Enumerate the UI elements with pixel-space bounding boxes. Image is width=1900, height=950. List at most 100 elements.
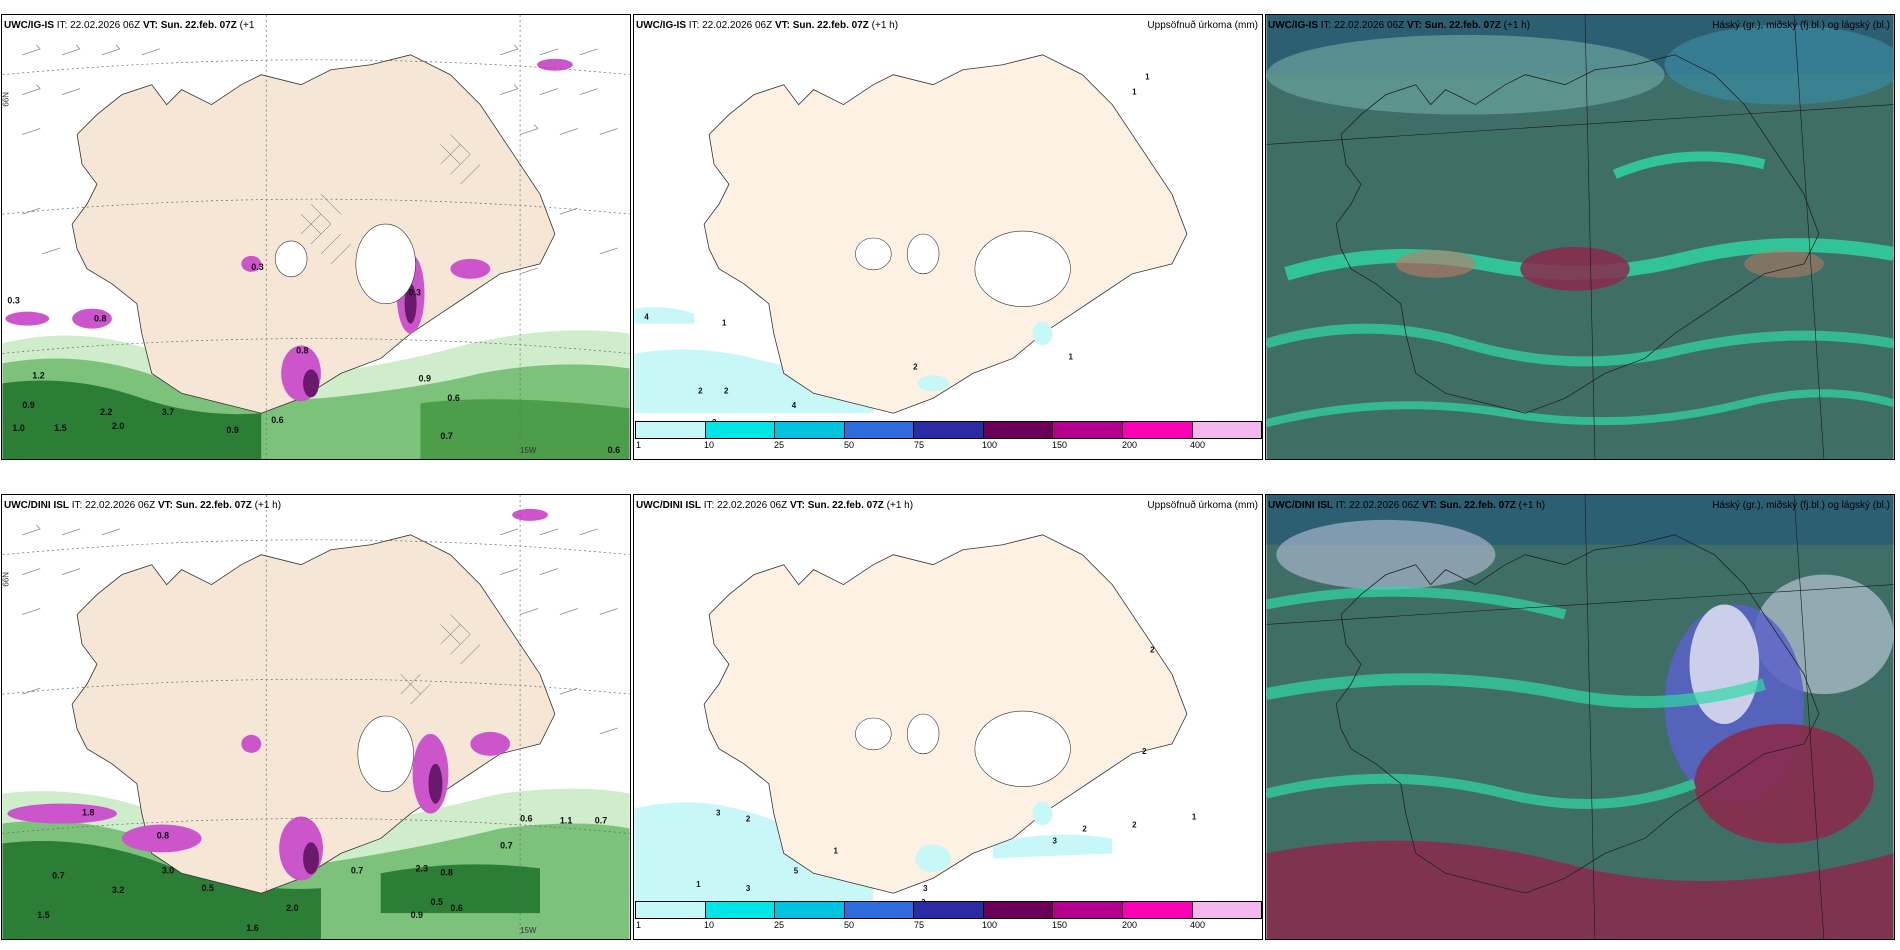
colorbar-label: 1 — [636, 920, 642, 930]
panel-variable-label: Háský (gr.), miðský (fj.bl.) og lágský (… — [1712, 20, 1890, 31]
colorbar-labels: 1 10 25 50 75 100 150 200 400 — [634, 439, 1262, 451]
init-time: IT: 22.02.2026 06Z — [686, 20, 775, 31]
model-name: UWC/IG-IS — [1268, 20, 1318, 31]
lead-time: (+1 h) — [1500, 20, 1531, 31]
panel-top-center-accum-precip: 4 1 2 2 4 2 2 1 1 1 UWC/IG-IS IT: 22.02.… — [633, 14, 1263, 460]
colorbar-label: 1 — [636, 440, 642, 450]
lead-time: (+1 h) — [1515, 500, 1546, 511]
colorbar-label: 75 — [914, 920, 925, 930]
value-label: 0.3 — [7, 296, 19, 306]
value-label: 1 — [834, 846, 839, 855]
model-name: UWC/DINI ISL — [636, 500, 701, 511]
lat-label-66n: 66N — [2, 92, 10, 107]
value-label: 0.9 — [226, 425, 238, 435]
colorbar-label: 400 — [1190, 920, 1206, 930]
value-label: 1.0 — [12, 423, 24, 433]
valid-time: VT: Sun. 22.feb. 07Z — [774, 20, 869, 31]
value-label: 1.2 — [32, 370, 44, 380]
value-label: 0.8 — [440, 867, 452, 877]
panel-top-left-wind-precip: 0.3 0.8 0.3 0.3 0.8 1.2 0.9 1.0 1.5 2.2 … — [1, 14, 631, 460]
colorbar-swatch — [775, 422, 845, 438]
colorbar-label: 200 — [1122, 920, 1138, 930]
value-label: 0.3 — [409, 288, 421, 298]
map-bottom-center: 3 2 1 5 3 1 3 3 3 2 2 1 2 2 — [634, 495, 1262, 939]
lead-time: (+1 h) — [868, 20, 899, 31]
map-bottom-right — [1266, 495, 1894, 939]
colorbar-swatch — [636, 422, 706, 438]
colorbar-swatch — [1053, 422, 1123, 438]
value-label: 2.2 — [100, 407, 112, 417]
colorbar-label: 400 — [1190, 440, 1206, 450]
value-label: 0.7 — [351, 865, 363, 875]
panel-variable-label: Uppsöfnuð úrkoma (mm) — [1147, 20, 1258, 31]
value-label: 2 — [1142, 747, 1147, 756]
init-time: IT: 22.02.2026 06Z — [54, 20, 143, 31]
colorbar-label: 75 — [914, 440, 925, 450]
colorbar-swatch — [636, 902, 706, 918]
value-label: 0.9 — [419, 373, 431, 383]
value-label: 2 — [1082, 824, 1087, 833]
value-label: 2.3 — [416, 863, 428, 873]
colorbar-swatch — [914, 422, 984, 438]
map-top-center: 4 1 2 2 4 2 2 1 1 1 — [634, 15, 1262, 459]
panel-header: UWC/IG-IS IT: 22.02.2026 06Z VT: Sun. 22… — [2, 15, 254, 37]
value-label: 0.7 — [595, 816, 607, 826]
value-label: 0.5 — [202, 883, 214, 893]
value-label: 2 — [913, 362, 918, 371]
value-label: 0.6 — [447, 393, 459, 403]
colorbar-swatch — [705, 422, 776, 438]
valid-time: VT: Sun. 22.feb. 07Z — [1406, 20, 1501, 31]
colorbar-label: 50 — [844, 920, 855, 930]
colorbar-swatches — [635, 901, 1262, 919]
value-label: 2 — [1132, 821, 1137, 830]
colorbar-label: 50 — [844, 440, 855, 450]
valid-time: VT: Sun. 22.feb. 07Z — [157, 500, 252, 511]
panel-variable-label: Uppsöfnuð úrkoma (mm) — [1147, 500, 1258, 511]
colorbar: 1 10 25 50 75 100 150 200 400 — [634, 421, 1262, 453]
value-label: 0.6 — [450, 903, 462, 913]
model-name: UWC/DINI ISL — [4, 500, 69, 511]
panel-header: UWC/DINI ISL IT: 22.02.2026 06Z VT: Sun.… — [634, 495, 1262, 517]
init-time: IT: 22.02.2026 06Z — [1333, 500, 1422, 511]
init-time: IT: 22.02.2026 06Z — [69, 500, 158, 511]
colorbar-swatch — [983, 422, 1054, 438]
value-label: 0.8 — [157, 830, 169, 840]
value-label: 0.9 — [411, 910, 423, 920]
colorbar-swatch — [1122, 422, 1193, 438]
colorbar-label: 150 — [1052, 440, 1068, 450]
colorbar-swatch — [1122, 902, 1193, 918]
value-label: 1 — [696, 880, 701, 889]
value-label: 1.5 — [37, 910, 49, 920]
colorbar-labels: 1 10 25 50 75 100 150 200 400 — [634, 919, 1262, 931]
value-label: 1 — [1145, 73, 1150, 82]
value-label: 1 — [1132, 88, 1137, 97]
colorbar-swatch — [1192, 422, 1262, 438]
value-label: 1.5 — [54, 423, 66, 433]
lead-time: (+1 h) — [251, 500, 282, 511]
panel-top-right-clouds: UWC/IG-IS IT: 22.02.2026 06Z VT: Sun. 22… — [1265, 14, 1895, 460]
panel-bottom-center-accum-precip: 3 2 1 5 3 1 3 3 3 2 2 1 2 2 UWC/DINI ISL… — [633, 494, 1263, 940]
value-label: 4 — [644, 313, 649, 322]
value-label: 3 — [716, 809, 721, 818]
init-time: IT: 22.02.2026 06Z — [701, 500, 790, 511]
colorbar: 1 10 25 50 75 100 150 200 400 — [634, 901, 1262, 933]
lon-label-15w: 15W — [520, 926, 537, 935]
value-label: 0.8 — [94, 314, 106, 324]
init-time: IT: 22.02.2026 06Z — [1318, 20, 1407, 31]
colorbar-swatch — [1053, 902, 1123, 918]
map-top-right — [1266, 15, 1894, 459]
value-label: 3.2 — [112, 885, 124, 895]
model-name: UWC/IG-IS — [4, 20, 54, 31]
colorbar-swatch — [983, 902, 1054, 918]
value-label: 0.6 — [608, 445, 620, 455]
value-label: 2 — [1150, 645, 1155, 654]
colorbar-label: 150 — [1052, 920, 1068, 930]
value-label: 4 — [792, 401, 797, 410]
valid-time: VT: Sun. 22.feb. 07Z — [789, 500, 884, 511]
value-label: 0.8 — [296, 345, 308, 355]
colorbar-label: 10 — [704, 920, 715, 930]
colorbar-label: 25 — [774, 440, 785, 450]
value-label: 5 — [794, 866, 799, 875]
value-label: 0.5 — [430, 897, 442, 907]
value-label: 2 — [746, 815, 751, 824]
